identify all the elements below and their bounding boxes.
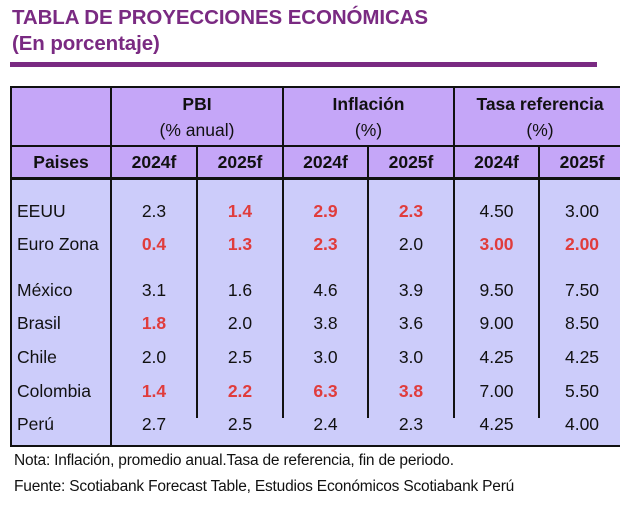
value-cell: 2.0 — [398, 234, 424, 254]
value-cell: 2.3 — [398, 414, 424, 434]
group-header-tasa: Tasa referencia (%) — [455, 88, 620, 143]
group-header-inflacion: Inflación (%) — [284, 88, 453, 143]
year-header: 2024f — [131, 152, 177, 172]
source-text: Fuente: Scotiabank Forecast Table, Estud… — [14, 478, 515, 495]
column-divider — [367, 145, 369, 418]
group-header-pbi: PBI (% anual) — [112, 88, 282, 143]
country-cell: Colombia — [17, 381, 91, 401]
year-header: 2025f — [559, 152, 605, 172]
value-cell: 3.00 — [479, 234, 514, 254]
group-unit: (%) — [354, 120, 383, 140]
value-cell: 2.00 — [564, 234, 600, 254]
column-divider — [453, 88, 455, 418]
value-cell: 5.50 — [564, 381, 600, 401]
year-header: 2024f — [303, 152, 348, 172]
table-row: Chile 2.0 2.5 3.0 3.0 4.25 4.25 — [12, 345, 620, 369]
note-text: Nota: Inflación, promedio anual.Tasa de … — [14, 452, 454, 469]
value-cell: 2.3 — [313, 234, 338, 254]
column-divider — [110, 88, 112, 447]
value-cell: 7.50 — [564, 280, 600, 300]
column-divider — [282, 88, 284, 418]
title-divider — [10, 62, 597, 67]
value-cell: 1.3 — [227, 234, 253, 254]
value-cell: 6.3 — [313, 381, 338, 401]
value-cell: 4.25 — [479, 414, 514, 434]
year-header: 2025f — [217, 152, 263, 172]
table-row: Colombia 1.4 2.2 6.3 3.8 7.00 5.50 — [12, 379, 620, 403]
group-unit: (%) — [526, 120, 554, 140]
column-divider — [538, 145, 540, 418]
value-cell: 3.8 — [398, 381, 424, 401]
column-divider — [196, 145, 198, 418]
value-cell: 2.0 — [227, 313, 253, 333]
value-cell: 1.6 — [227, 280, 253, 300]
value-cell: 8.50 — [564, 313, 600, 333]
group-label: Inflación — [332, 94, 405, 114]
table-row: Euro Zona 0.4 1.3 2.3 2.0 3.00 2.00 — [12, 232, 620, 256]
group-label: Tasa referencia — [476, 94, 604, 114]
year-header: 2025f — [388, 152, 434, 172]
country-cell: México — [17, 280, 73, 300]
table-row: Brasil 1.8 2.0 3.8 3.6 9.00 8.50 — [12, 311, 620, 335]
table-row: Perú 2.7 2.5 2.4 2.3 4.25 4.00 — [12, 412, 620, 436]
value-cell: 7.00 — [479, 381, 514, 401]
country-cell: Brasil — [17, 313, 61, 333]
value-cell: 3.6 — [398, 313, 424, 333]
value-cell: 0.4 — [141, 234, 167, 254]
value-cell: 3.0 — [398, 347, 424, 367]
value-cell: 9.00 — [479, 313, 514, 333]
value-cell: 3.9 — [398, 280, 424, 300]
value-cell: 4.25 — [479, 347, 514, 367]
value-cell: 3.0 — [313, 347, 338, 367]
year-header: 2024f — [474, 152, 519, 172]
value-cell: 2.4 — [313, 414, 338, 434]
country-cell: Euro Zona — [17, 234, 99, 254]
country-cell: EEUU — [17, 201, 66, 221]
value-cell: 2.5 — [227, 347, 253, 367]
projections-table: PBI (% anual) Inflación (%) Tasa referen… — [10, 86, 620, 447]
group-unit: (% anual) — [159, 120, 235, 140]
value-cell: 2.2 — [227, 381, 253, 401]
value-cell: 2.3 — [398, 201, 424, 221]
value-cell: 2.7 — [141, 414, 167, 434]
value-cell: 4.50 — [479, 201, 514, 221]
value-cell: 2.5 — [227, 414, 253, 434]
country-column-header: Paises — [33, 152, 89, 172]
value-cell: 1.8 — [141, 313, 167, 333]
value-cell: 9.50 — [479, 280, 514, 300]
country-cell: Perú — [17, 414, 54, 434]
value-cell: 2.3 — [141, 201, 167, 221]
header-group-row — [12, 88, 620, 145]
country-cell: Chile — [17, 347, 57, 367]
value-cell: 3.00 — [564, 201, 600, 221]
table-row: EEUU 2.3 1.4 2.9 2.3 4.50 3.00 — [12, 199, 620, 223]
value-cell: 3.8 — [313, 313, 338, 333]
page-title: TABLA DE PROYECCIONES ECONÓMICAS — [12, 6, 428, 29]
value-cell: 3.1 — [141, 280, 167, 300]
value-cell: 1.4 — [227, 201, 253, 221]
group-label: PBI — [182, 94, 212, 114]
page-subtitle: (En porcentaje) — [12, 32, 160, 55]
value-cell: 4.00 — [564, 414, 600, 434]
table-row: México 3.1 1.6 4.6 3.9 9.50 7.50 — [12, 278, 620, 302]
header-year-row — [12, 145, 620, 180]
value-cell: 2.0 — [141, 347, 167, 367]
value-cell: 1.4 — [141, 381, 167, 401]
value-cell: 4.6 — [313, 280, 338, 300]
value-cell: 2.9 — [313, 201, 338, 221]
value-cell: 4.25 — [564, 347, 600, 367]
